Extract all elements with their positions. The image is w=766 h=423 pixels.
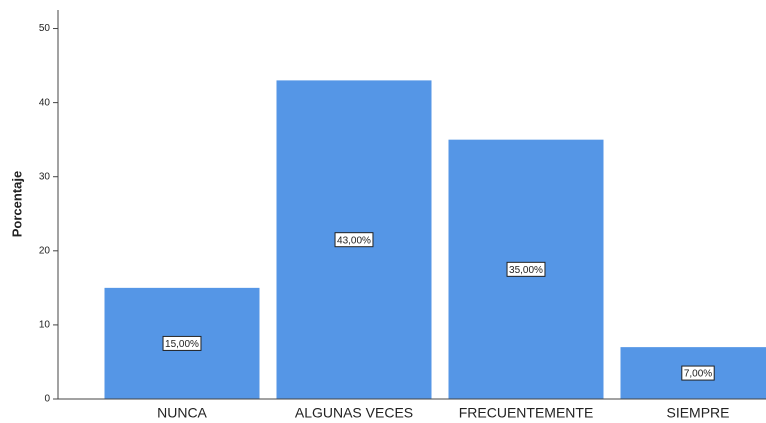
y-tick-label: 30 <box>39 171 51 182</box>
y-tick-label: 40 <box>39 97 51 108</box>
value-label: 43,00% <box>337 235 371 246</box>
y-tick-label: 10 <box>39 320 51 331</box>
value-label-box <box>506 261 546 277</box>
y-tick-label: 20 <box>39 245 51 256</box>
x-tick-label: FRECUENTEMENTE <box>459 405 594 421</box>
y-tick-label: 50 <box>39 23 51 34</box>
value-label-box <box>162 335 202 351</box>
value-label: 7,00% <box>684 369 712 380</box>
y-axis-label: Porcentaje <box>9 171 24 237</box>
value-label-box <box>334 232 374 248</box>
y-tick-label: 0 <box>44 394 50 405</box>
x-tick-label: NUNCA <box>157 405 207 421</box>
x-tick-label: ALGUNAS VECES <box>295 405 413 421</box>
value-label: 35,00% <box>509 265 543 276</box>
value-label: 15,00% <box>165 339 199 350</box>
value-label-box <box>681 365 715 381</box>
x-tick-label: SIEMPRE <box>666 405 729 421</box>
